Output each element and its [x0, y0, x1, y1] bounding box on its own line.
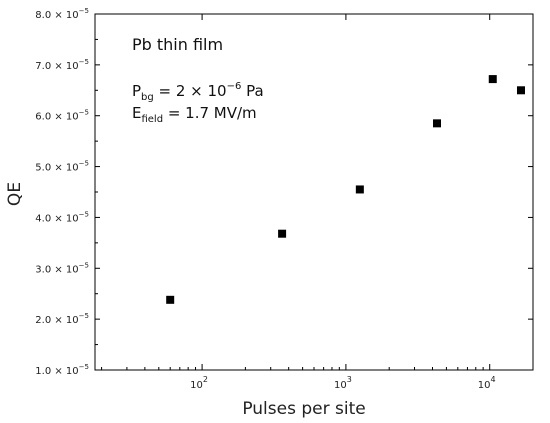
pressure-exponent: −6 — [227, 81, 242, 92]
data-point — [355, 185, 364, 194]
annotation-material: Pb thin film — [132, 35, 223, 54]
x-tick-label: 103 — [334, 375, 352, 391]
data-point — [278, 229, 287, 238]
y-tick-label: 4.0 × 10−5 — [35, 210, 89, 224]
data-point — [516, 86, 525, 95]
plot-frame — [94, 13, 534, 371]
data-points — [166, 75, 525, 304]
x-axis-ticks: 102 103 104 — [101, 14, 534, 391]
x-axis-title: Pulses per site — [242, 399, 365, 419]
field-subscript: field — [141, 114, 163, 125]
y-tick-label: 5.0 × 10−5 — [35, 160, 89, 174]
y-tick-label: 7.0 × 10−5 — [35, 58, 89, 72]
data-point — [488, 75, 497, 84]
data-point — [433, 119, 442, 128]
y-tick-label: 3.0 × 10−5 — [35, 261, 89, 275]
pressure-symbol: P — [132, 82, 141, 100]
field-symbol: E — [132, 104, 141, 122]
y-axis-ticks: 1.0 × 10−5 2.0 × 10−5 3.0 × 10−5 4.0 × 10−5… — [35, 7, 533, 377]
pressure-value: = 2 × 10 — [154, 82, 227, 100]
y-tick-label: 6.0 × 10−5 — [35, 109, 89, 123]
x-tick-label: 102 — [190, 375, 208, 391]
y-tick-label: 2.0 × 10−5 — [35, 312, 89, 326]
data-point — [166, 295, 175, 304]
pressure-unit: Pa — [241, 82, 263, 100]
field-value: = 1.7 MV/m — [163, 104, 257, 122]
x-tick-label: 104 — [478, 375, 496, 391]
pressure-subscript: bg — [141, 92, 154, 103]
y-tick-label: 8.0 × 10−5 — [35, 7, 89, 21]
y-axis-title: QE — [5, 182, 25, 206]
annotation-pressure: Pbg = 2 × 10−6 Pa — [132, 81, 264, 103]
annotation-field: Efield = 1.7 MV/m — [132, 104, 257, 125]
y-tick-label: 1.0 × 10−5 — [35, 363, 89, 377]
